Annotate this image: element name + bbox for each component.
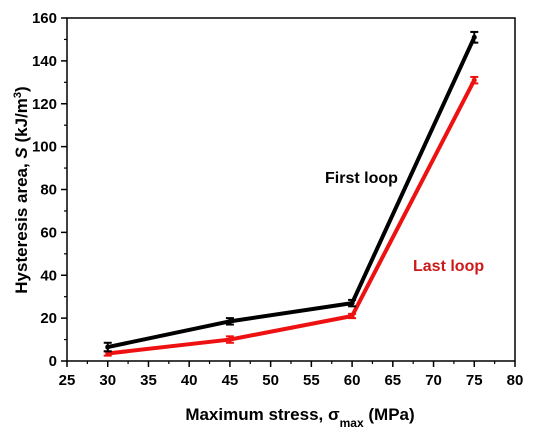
x-tick-label: 30 xyxy=(99,372,116,389)
x-tick-label: 45 xyxy=(222,372,239,389)
x-axis-title: Maximum stress, σmax (MPa) xyxy=(185,405,414,430)
y-tick-label: 0 xyxy=(49,353,57,370)
series-line xyxy=(107,79,477,356)
y-tick-label: 40 xyxy=(40,267,57,284)
y-tick-label: 140 xyxy=(32,53,57,70)
y-axis-title: Hysteresis area, S (kJ/m3) xyxy=(12,86,31,293)
x-tick-label: 50 xyxy=(262,372,279,389)
x-tick-label: 60 xyxy=(344,372,361,389)
data-point xyxy=(349,313,355,319)
x-tick-label: 70 xyxy=(425,372,442,389)
data-point xyxy=(471,77,477,83)
series-first-loop xyxy=(103,30,479,353)
y-tick-label: 160 xyxy=(32,10,57,27)
series-label-last-loop: Last loop xyxy=(413,258,484,275)
series-layer xyxy=(103,30,479,357)
y-axis-ticks: 0 20 40 60 80 100 120 140 160 xyxy=(32,10,67,370)
x-tick-label: 80 xyxy=(507,372,524,389)
x-tick-label: 40 xyxy=(181,372,198,389)
x-tick-label: 35 xyxy=(140,372,157,389)
y-tick-label: 80 xyxy=(40,182,57,199)
data-point xyxy=(349,300,355,306)
y-tick-label: 60 xyxy=(40,224,57,241)
data-point xyxy=(227,318,233,324)
data-point xyxy=(227,337,233,343)
data-point xyxy=(471,34,477,40)
y-tick-label: 120 xyxy=(32,96,57,113)
series-line xyxy=(107,36,477,350)
x-axis-ticks: 25 30 35 40 45 50 55 60 65 70 75 80 xyxy=(59,361,524,389)
data-point xyxy=(105,344,111,350)
x-tick-label: 65 xyxy=(384,372,401,389)
plot-area xyxy=(66,17,516,362)
plot-frame xyxy=(66,17,516,362)
x-tick-label: 75 xyxy=(466,372,483,389)
series-label-first-loop: First loop xyxy=(325,170,398,187)
x-tick-label: 55 xyxy=(303,372,320,389)
x-tick-label: 25 xyxy=(59,372,76,389)
y-tick-label: 100 xyxy=(32,139,57,156)
y-tick-label: 20 xyxy=(40,310,57,327)
